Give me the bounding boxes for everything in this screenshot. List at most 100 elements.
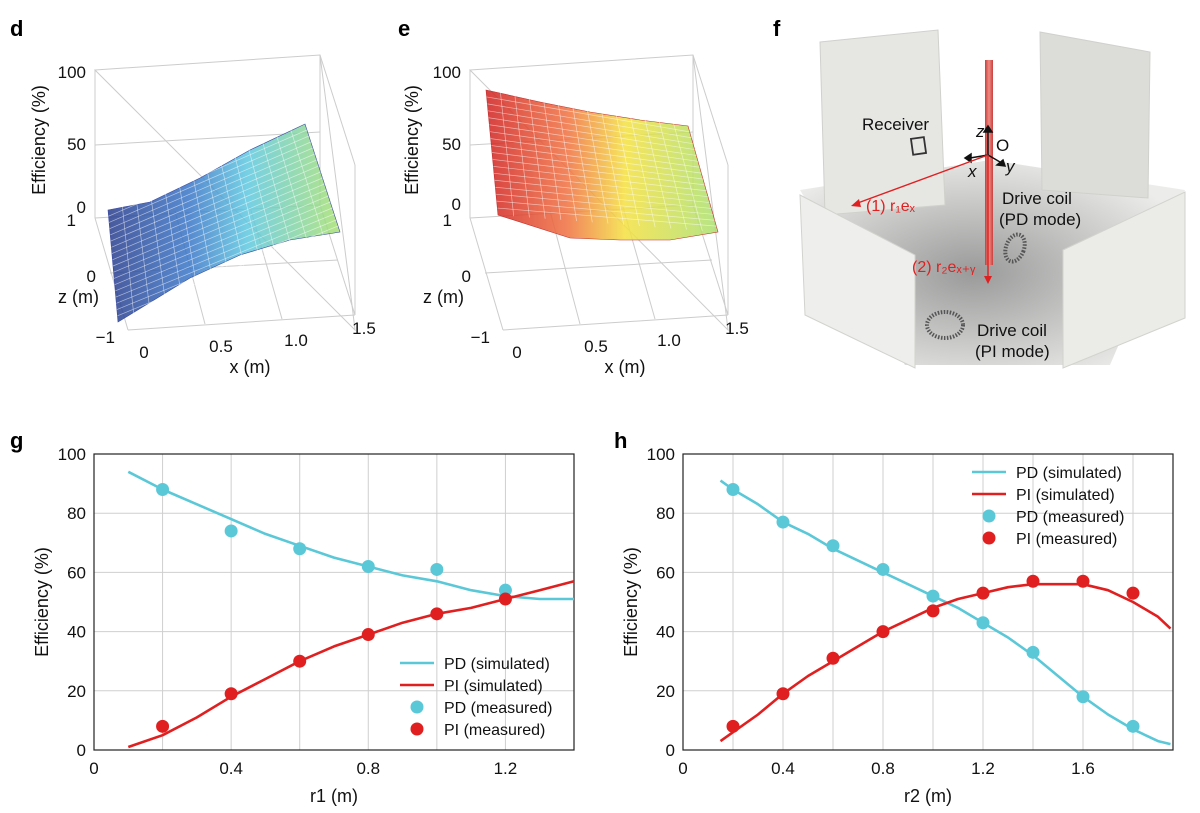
mesh-line [487, 103, 692, 139]
data-point [498, 592, 512, 606]
legend-label: PI (measured) [444, 722, 545, 739]
data-point [293, 542, 307, 556]
wall-front-left [799, 194, 916, 369]
axis-y-label: y [1005, 157, 1016, 176]
data-point [1026, 574, 1040, 588]
x-tick-label: 1.2 [971, 759, 995, 778]
data-point [976, 586, 990, 600]
panel-label-f: f [773, 16, 781, 41]
y-tick-label: 60 [67, 563, 86, 582]
line-chart-g: 0 20 40 60 80 100 0 0.4 0.8 1.2 Efficiency (%) r1 (… [32, 445, 575, 806]
data-point [826, 539, 840, 553]
legend-swatch [982, 531, 996, 545]
panel-label-h: h [614, 428, 627, 453]
data-point [156, 483, 170, 497]
legend-swatch [982, 509, 996, 523]
surface-d-zlabel: Efficiency (%) [29, 85, 49, 195]
surface-d-mesh [107, 123, 341, 323]
mesh-line [486, 96, 690, 133]
panel-label-d: d [10, 16, 23, 41]
series-line [127, 470, 574, 601]
surface-d-ztick-50: 50 [67, 135, 86, 154]
path-1-arrowhead [851, 199, 861, 207]
receiver-label: Receiver [862, 115, 929, 134]
mesh-line [490, 138, 700, 168]
y-tick-label: 100 [647, 445, 675, 464]
data-point [976, 616, 990, 630]
data-point [1076, 574, 1090, 588]
data-point [361, 559, 375, 573]
x-tick-label: 0 [89, 759, 98, 778]
y-axis-label: Efficiency (%) [621, 547, 641, 657]
surface-d-xtick-10: 1.0 [284, 331, 308, 350]
surface-d-ztick-100: 100 [58, 63, 86, 82]
y-tick-label: 40 [656, 623, 675, 642]
legend-swatch [410, 722, 424, 736]
x-tick-label: 0.4 [219, 759, 243, 778]
surface-e-xtick-0: 0 [512, 343, 521, 362]
legend-swatch [410, 700, 424, 714]
y-tick-label: 0 [666, 741, 675, 760]
mesh-line [493, 166, 707, 192]
data-point [224, 524, 238, 538]
legend-label: PD (simulated) [1016, 465, 1122, 482]
wall-back-right [1039, 31, 1151, 199]
mesh-line [492, 159, 705, 186]
wall-back-left [819, 29, 946, 216]
plot-frame [682, 453, 1174, 751]
mesh-line [112, 171, 321, 261]
legend-label: PD (simulated) [444, 656, 550, 673]
path-1-arrow [854, 154, 989, 205]
panel-label-e: e [398, 16, 410, 41]
data-point [826, 651, 840, 665]
data-point [156, 719, 170, 733]
y-tick-label: 80 [67, 504, 86, 523]
panel-label-g: g [10, 428, 23, 453]
data-point [1126, 719, 1140, 733]
x-tick-label: 0.8 [356, 759, 380, 778]
mesh-line [488, 117, 695, 150]
surface-d-ytick-0: 0 [87, 267, 96, 286]
mesh-line [489, 124, 697, 156]
mesh-line [497, 207, 717, 227]
data-point [430, 607, 444, 621]
mesh-line [493, 172, 709, 198]
axis-z-label: z [975, 122, 985, 141]
data-point [926, 604, 940, 618]
data-point [876, 562, 890, 576]
room-diagram-f: Receiver z O x y (1) r₁eₓ (2) r₂eₓ₊ᵧ Dri… [799, 29, 1186, 369]
x-axis-label: r1 (m) [310, 786, 358, 806]
line-chart-h: 0 20 40 60 80 100 0 0.4 0.8 1.2 1.6 Efficiency (%) r… [621, 445, 1174, 806]
mesh-line [489, 131, 699, 162]
surface-d-ytick-1: 1 [67, 211, 76, 230]
data-point [1026, 645, 1040, 659]
receiver-coil [909, 136, 928, 156]
data-point [1126, 586, 1140, 600]
pd-drive-coil [1003, 232, 1027, 264]
surface-plot-d: Efficiency (%) 100 50 0 1 0 −1 z (m) 0 0… [29, 54, 376, 377]
data-point [430, 562, 444, 576]
coordinate-axes [963, 124, 1007, 167]
mesh-line [116, 213, 335, 304]
x-tick-label: 0.4 [771, 759, 795, 778]
mesh-line [115, 207, 333, 298]
surface-e-ztick-0: 0 [452, 195, 461, 214]
mesh-line [110, 147, 313, 236]
transmitter-rod [985, 60, 993, 265]
path-2-label: (2) r₂eₓ₊ᵧ [912, 259, 976, 276]
axis-x-label: x [967, 162, 977, 181]
mesh-line [115, 201, 331, 292]
data-point [926, 589, 940, 603]
surface-d-xtick-15: 1.5 [352, 319, 376, 338]
y-tick-label: 60 [656, 563, 675, 582]
mesh-line [108, 135, 310, 223]
x-tick-label: 0 [678, 759, 687, 778]
mesh-line [112, 177, 323, 267]
drive-coil-pi-mode: (PI mode) [975, 342, 1050, 361]
surface-e-ytick-1: 1 [443, 211, 452, 230]
path-2-arrowhead [984, 276, 992, 284]
mesh-line [495, 193, 714, 215]
drive-coil-pi-label: Drive coil [977, 321, 1047, 340]
surface-e-xlabel: x (m) [605, 357, 646, 377]
legend-label: PI (simulated) [1016, 487, 1115, 504]
